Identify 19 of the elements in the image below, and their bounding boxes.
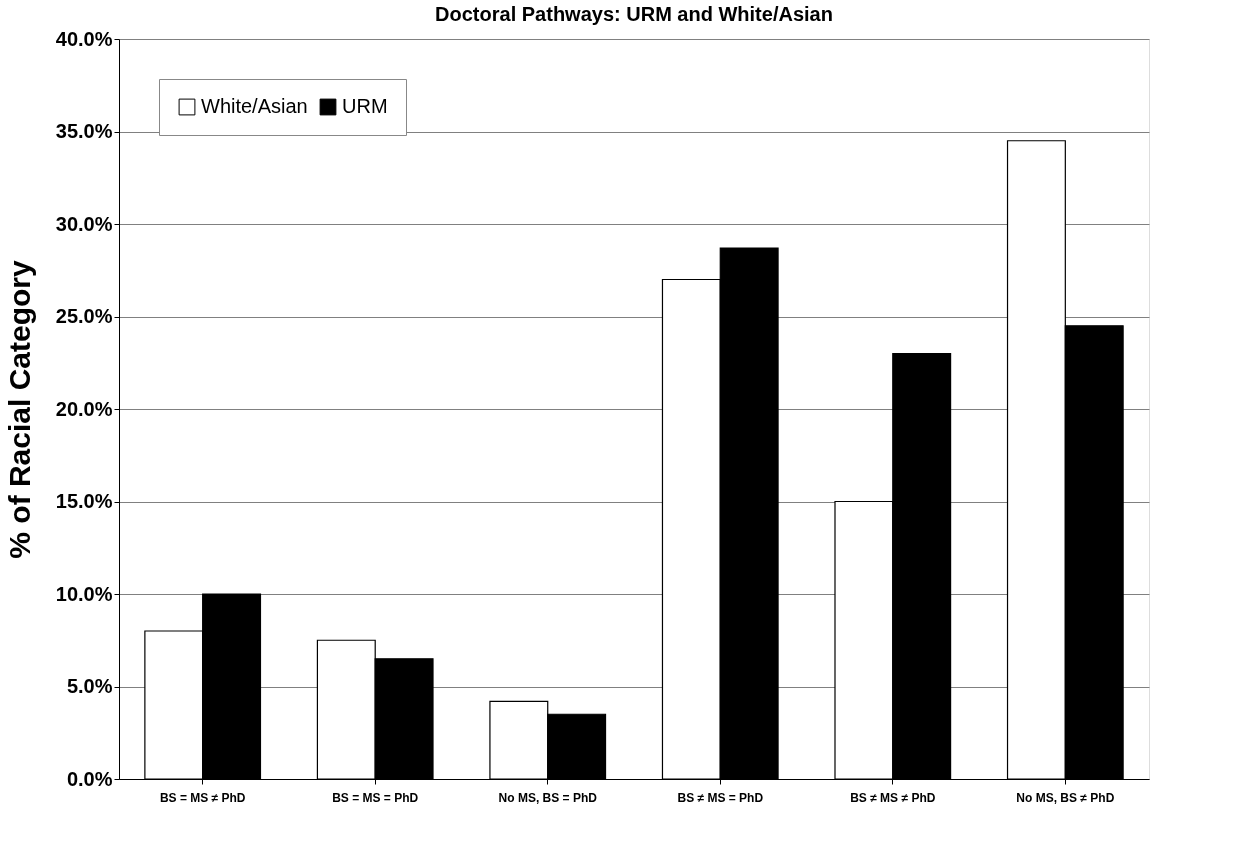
y-tick-label: 35.0%	[55, 120, 113, 142]
x-tick-label: BS ≠ MS = PhD	[677, 790, 764, 805]
x-tick-label: BS = MS = PhD	[332, 790, 419, 805]
chart-title: Doctoral Pathways: URM and White/Asian	[435, 3, 833, 25]
y-tick-label: 5.0%	[66, 675, 113, 697]
y-tick-label: 0.0%	[66, 767, 113, 790]
x-tick-label: No MS, BS ≠ PhD	[1016, 790, 1115, 805]
legend-label: URM	[342, 95, 388, 117]
legend-label: White/Asian	[201, 95, 308, 117]
y-tick-label: 15.0%	[55, 490, 113, 512]
y-tick-label: 25.0%	[55, 305, 113, 327]
y-tick-label: 40.0%	[55, 27, 113, 50]
x-tick-label: No MS, BS = PhD	[498, 790, 598, 805]
y-tick-label: 20.0%	[55, 397, 113, 420]
y-tick-label: 10.0%	[55, 582, 113, 605]
y-axis-title: % of Racial Category	[2, 259, 36, 559]
x-tick-label: BS ≠ MS ≠ PhD	[850, 790, 936, 805]
x-tick-label: BS = MS ≠ PhD	[159, 790, 246, 805]
y-tick-label: 30.0%	[55, 212, 113, 235]
